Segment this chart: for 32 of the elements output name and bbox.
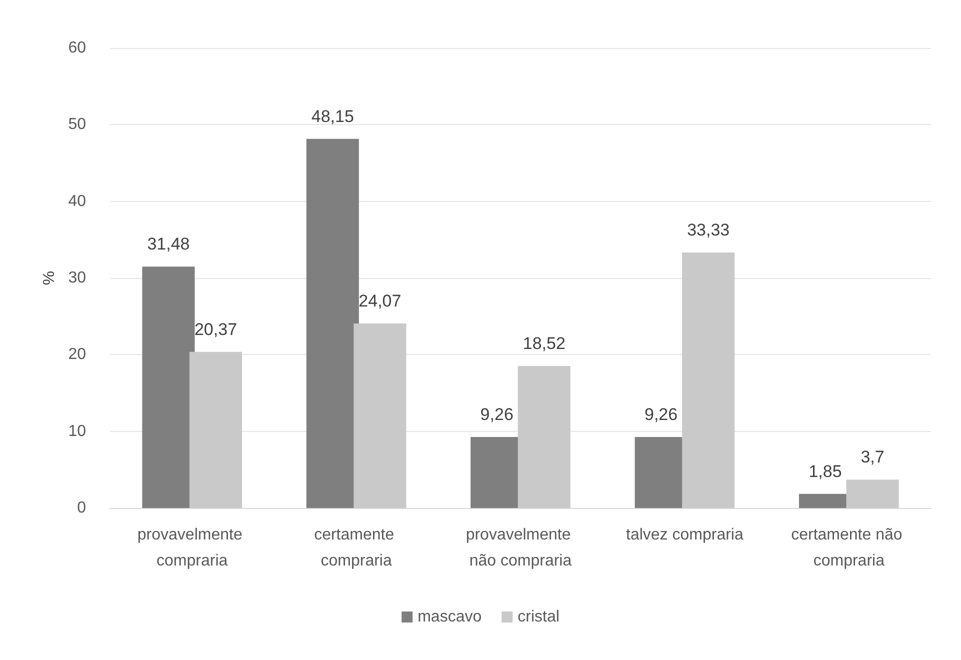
bar bbox=[846, 480, 899, 508]
data-label: 33,33 bbox=[687, 220, 730, 240]
x-tick-label: provavelmente não compraria bbox=[466, 526, 576, 570]
y-tick-label: 0 bbox=[77, 500, 86, 516]
y-axis-title: % bbox=[40, 270, 58, 286]
bar bbox=[682, 252, 735, 508]
y-tick-label: 60 bbox=[68, 40, 86, 56]
data-label: 9,26 bbox=[480, 405, 514, 424]
bar bbox=[189, 352, 242, 508]
x-tick-label: certamente não compraria bbox=[791, 526, 907, 570]
data-label: 9,26 bbox=[644, 405, 678, 424]
y-tick-label: 20 bbox=[68, 346, 86, 364]
data-label: 3,7 bbox=[860, 448, 884, 467]
data-label: 24,07 bbox=[358, 291, 402, 310]
x-tick-label: provavelmente compraria bbox=[137, 526, 247, 570]
data-label: 1,85 bbox=[808, 462, 842, 481]
legend-label: cristal bbox=[518, 608, 560, 626]
y-tick-label: 10 bbox=[68, 422, 86, 440]
bar bbox=[354, 323, 406, 508]
data-label: 48,15 bbox=[311, 106, 354, 126]
x-tick-label: talvez compraria bbox=[626, 526, 744, 544]
x-tick-label: certamente compraria bbox=[314, 526, 399, 570]
y-tick-label: 30 bbox=[68, 270, 86, 286]
bar bbox=[306, 138, 359, 508]
data-label: 18,52 bbox=[522, 334, 566, 354]
bar bbox=[518, 366, 570, 508]
y-tick-label: 50 bbox=[68, 116, 86, 134]
bar bbox=[142, 266, 195, 508]
legend-label: mascavo bbox=[418, 608, 482, 626]
data-label: 31,48 bbox=[147, 234, 190, 254]
y-tick-label: 40 bbox=[68, 192, 86, 210]
data-label: 20,37 bbox=[194, 320, 238, 339]
